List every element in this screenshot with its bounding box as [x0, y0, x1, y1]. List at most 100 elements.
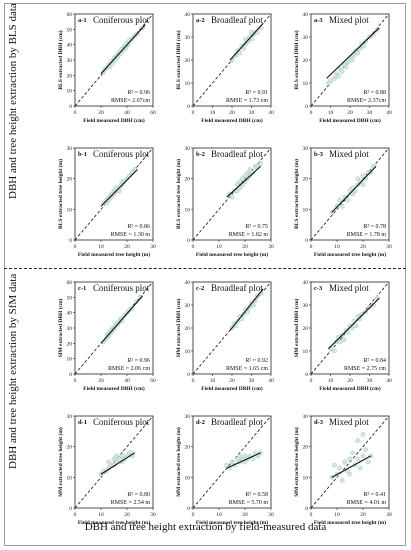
panel-d-2-fit-line	[226, 452, 261, 469]
panel-b-2-ytick-label-3: 30	[185, 146, 191, 152]
panel-a-3-point-9	[345, 59, 351, 65]
panel-b-1-point-16	[124, 176, 130, 182]
panel-b-3-r2-label: R² = 0.78	[363, 224, 386, 230]
panel-b-3-plot-area	[310, 147, 390, 241]
panel-b-2-identity-line	[192, 147, 272, 241]
bottom-axis-label: DBH and tree height extraction by field-…	[84, 521, 327, 533]
panel-a-1-ytick-label-3: 30	[67, 58, 73, 64]
panel-d-1-panel-id: d-1	[78, 419, 87, 426]
panel-c-1-xtick-label-0: 0	[74, 378, 77, 384]
panel-b-2-fit-line	[226, 165, 261, 198]
panel-a-2-ytick-label-2: 20	[185, 58, 191, 64]
panel-c-1-ytick-label-5: 50	[67, 295, 73, 301]
panel-b-2-rmse-label: RMSE = 1.82 m	[229, 232, 269, 238]
panel-a-1-ytick-label-1: 10	[67, 89, 73, 95]
panel-d-2-ytick-label-3: 30	[185, 414, 191, 420]
panel-c-2-ylabel: SfM extracted DBH (cm)	[175, 298, 182, 357]
panel-d-3-xtick-label-0: 0	[310, 512, 313, 518]
panel-d-3-ytick-label-1: 10	[303, 475, 309, 481]
panel-d-1-xlabel: Field measured tree height (m)	[78, 519, 150, 526]
panel-a-3-ylabel: BLS extracted DBH (cm)	[293, 30, 300, 89]
panel-d-2-xlabel: Field measured tree height (m)	[196, 519, 268, 526]
panel-b-2-ytick-label-2: 20	[185, 177, 191, 183]
panel-b-3-point-7	[350, 191, 355, 197]
panel-b-1-xtick-label-2: 20	[124, 244, 130, 250]
panel-a-1-title: Coniferous plot	[93, 15, 150, 25]
panel-d-1-identity-line	[74, 415, 154, 509]
panel-b-2-xtick-label-1: 10	[216, 244, 222, 250]
panel-b-1-plot-area	[74, 147, 154, 241]
panel-c-3-point-18	[371, 302, 376, 308]
panel-a-3-point-17	[361, 43, 366, 49]
panel-a-2-title: Broadleaf plot	[211, 15, 263, 25]
panel-b-3-xtick-label-0: 0	[310, 244, 313, 250]
panel-c-3-title: Mixed plot	[329, 283, 369, 293]
panel-d-1-ytick-label-1: 10	[67, 475, 73, 481]
panel-b-2-point-14	[247, 167, 253, 172]
panel-c-3-point-12	[353, 323, 359, 329]
panel-d-3-xtick-label-2: 20	[360, 512, 366, 518]
panel-d-1-xtick-label-3: 30	[150, 512, 156, 518]
panel-d-3-ytick-label-0: 0	[305, 506, 308, 512]
panel-d-3-identity-line	[310, 415, 390, 509]
panel-a-1: 0 20 40 60 0 10 20 30 40 50 60 a-1 Coniferous plot R²…	[57, 12, 156, 124]
section-divider	[4, 268, 406, 269]
panel-b-3-point-11	[355, 176, 361, 182]
panel-d-3-title: Mixed plot	[329, 417, 369, 427]
panel-d-3-r2-label: R² = 0.41	[363, 492, 386, 498]
panel-a-1-xlabel: Field measured DBH (cm)	[83, 117, 145, 124]
panel-d-1-xtick-label-0: 0	[74, 512, 77, 518]
panel-b-2-point-6	[237, 179, 243, 185]
panel-a-3-fit-line	[326, 27, 380, 79]
panel-d-1-rmse-label: RMSE = 2.54 m	[111, 500, 151, 506]
panel-d-3-ytick-label-2: 20	[303, 445, 309, 451]
panel-a-2-ytick-label-0: 0	[187, 104, 190, 110]
panel-c-2: 0 10 20 30 40 0 10 20 30 40 c-2 Broadleaf plot R² = …	[175, 280, 274, 392]
panel-b-1: 0 10 20 30 0 10 20 30 b-1 Coniferous plot R² = 0.8…	[57, 146, 156, 258]
panel-b-1-panel-id: b-1	[78, 151, 87, 158]
panel-d-3-point-15	[363, 447, 368, 453]
panel-d-3-point-11	[355, 438, 361, 443]
panel-a-3-ytick-label-0: 0	[305, 104, 308, 110]
panel-d-1-point-4	[106, 459, 112, 465]
panel-d-2-point-4	[234, 456, 240, 462]
panel-c-3-xlabel: Field measured DBH (cm)	[319, 385, 381, 392]
panel-d-2-ylabel: SfM extracted tree height (m)	[175, 427, 182, 497]
panel-b-2-plot-area	[192, 147, 272, 241]
panel-c-2-xlabel: Field measured DBH (cm)	[201, 385, 263, 392]
panel-c-3-point-8	[345, 330, 351, 335]
panel-d-1-xtick-label-2: 20	[124, 512, 130, 518]
panel-c-3-xtick-label-0: 0	[310, 378, 313, 384]
panel-c-1-ytick-label-4: 40	[67, 311, 73, 317]
panel-c-3-r2-label: R² = 0.84	[363, 358, 386, 364]
panel-b-3-ytick-label-3: 30	[303, 146, 309, 152]
panel-a-1-ytick-label-6: 60	[67, 12, 73, 18]
panel-b-2-xtick-label-0: 0	[192, 244, 195, 250]
panel-c-2-xtick-label-3: 30	[249, 378, 255, 384]
panel-b-2-point-10	[242, 173, 248, 178]
panel-a-1-ylabel: BLS extracted DBH (cm)	[57, 30, 64, 89]
panel-b-1-xlabel: Field measured tree height (m)	[78, 251, 150, 258]
panel-a-1-ytick-label-5: 50	[67, 27, 73, 33]
panel-b-2-ytick-label-0: 0	[187, 238, 190, 244]
panel-d-3-point-3	[337, 465, 342, 471]
panel-c-3: 0 10 20 30 40 0 10 20 30 40 c-3 Mixed plot R² = 0.84…	[293, 280, 392, 392]
panel-d-3: 0 10 20 30 0 10 20 30 d-3 Mixed plot R² = 0.41 RMSE…	[293, 414, 392, 526]
panel-b-3-panel-id: b-3	[314, 151, 324, 158]
panel-c-2-ytick-label-2: 20	[185, 326, 191, 332]
panel-a-2-xtick-label-3: 30	[249, 110, 255, 116]
panel-a-3-xtick-label-0: 0	[310, 110, 313, 116]
panel-b-2-point-3	[234, 188, 240, 194]
panel-c-2-title: Broadleaf plot	[211, 283, 263, 293]
figure-frame	[4, 3, 406, 546]
panel-d-3-fit-line	[331, 455, 372, 478]
panel-c-1-ytick-label-3: 30	[67, 326, 73, 332]
panel-b-3-ytick-label-2: 20	[303, 177, 309, 183]
panel-b-3-fit-line	[331, 166, 377, 213]
panel-b-3-point-13	[360, 173, 366, 178]
panel-d-3-point-7	[347, 456, 353, 462]
panel-a-1-xtick-label-1: 20	[98, 110, 104, 116]
panel-d-3-ylabel: SfM extracted tree height (m)	[293, 427, 300, 497]
